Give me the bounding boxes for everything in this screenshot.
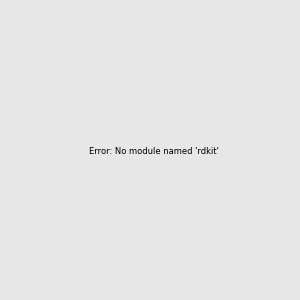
Text: Error: No module named 'rdkit': Error: No module named 'rdkit' [89,147,219,156]
